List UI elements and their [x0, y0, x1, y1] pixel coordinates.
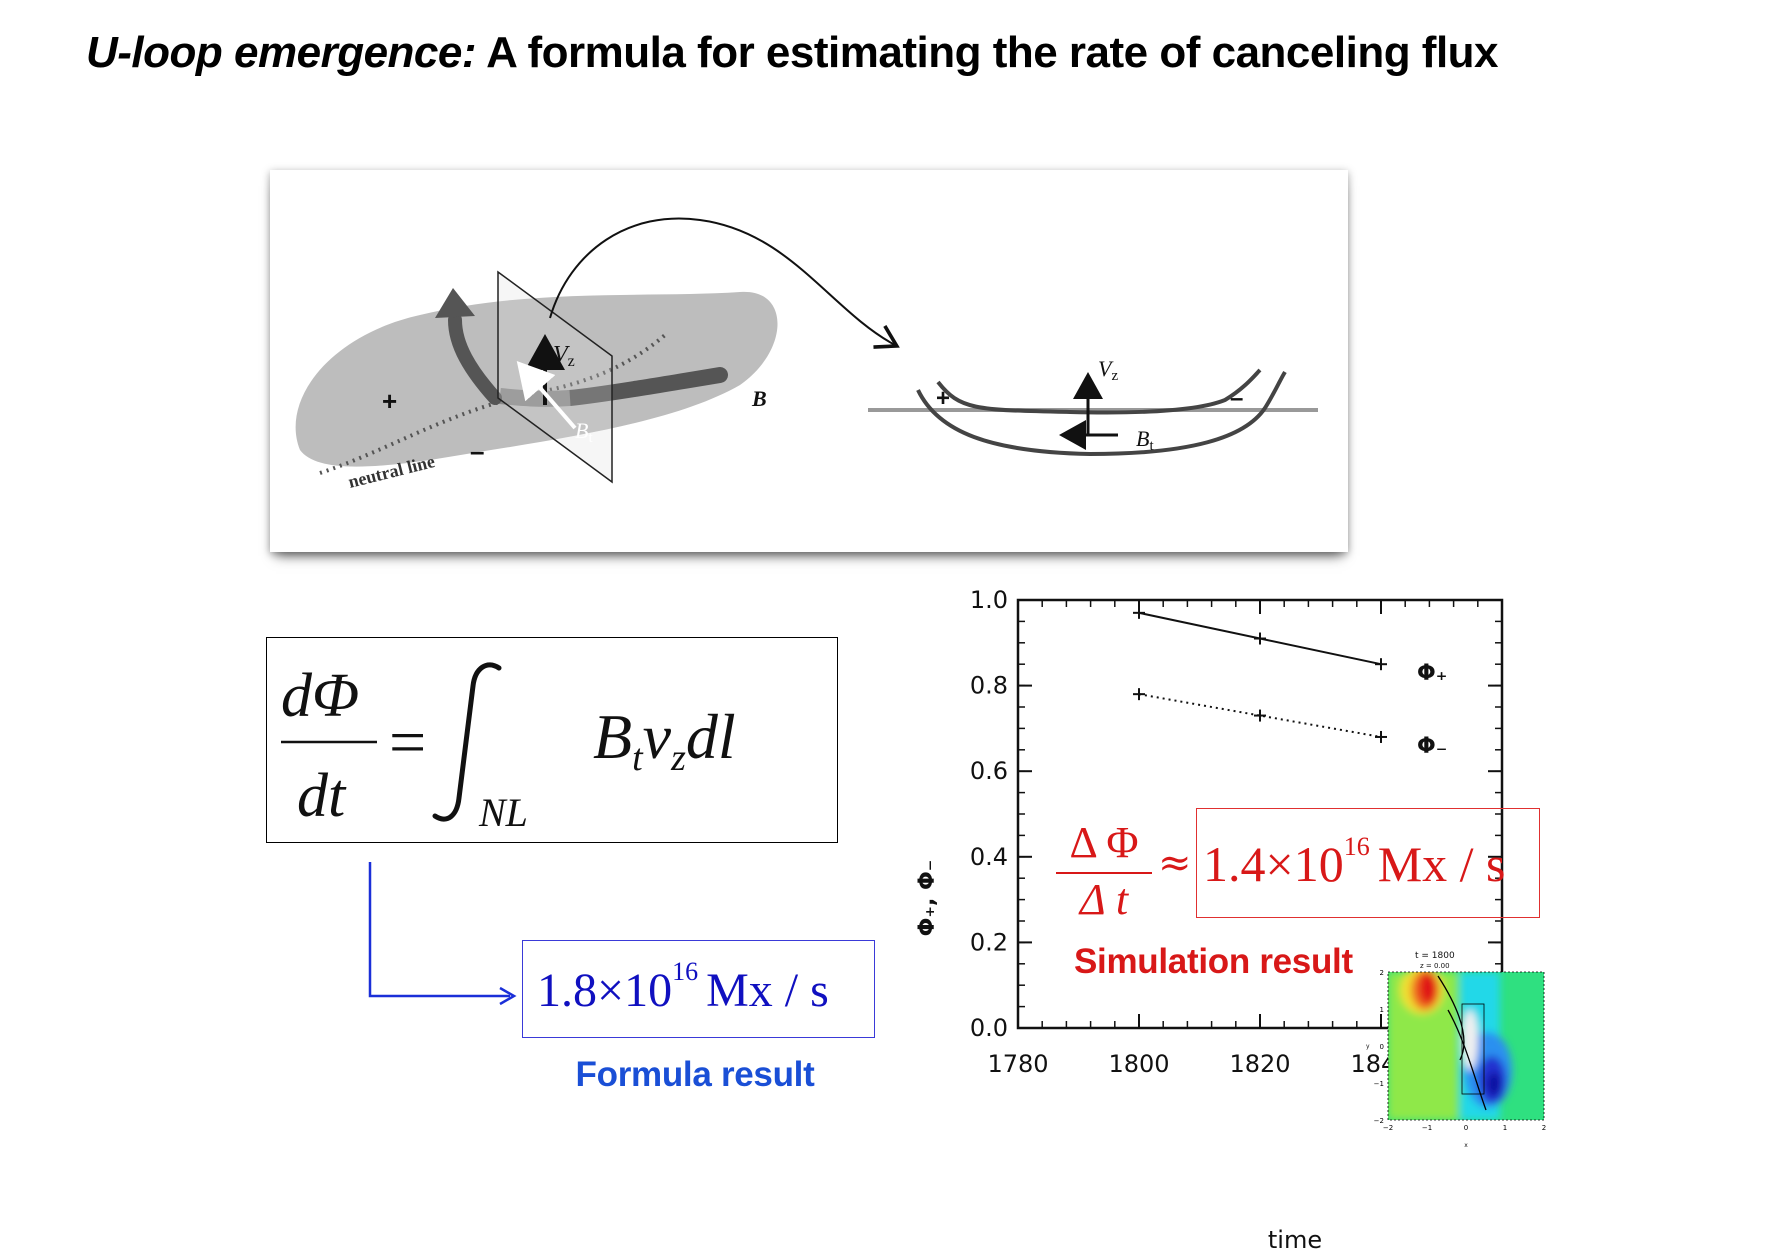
integral-sign [432, 662, 502, 822]
plus-label: + [382, 386, 397, 416]
minus-label: – [470, 436, 484, 466]
inset-ticks: −2 −1 0 1 2 2 1 0 −1 −2 [1374, 969, 1547, 1132]
sim-result-unit: Mx / s [1377, 836, 1506, 892]
sim-fraction-numerator: Δ Φ [1056, 818, 1152, 874]
x-tick-label: 1780 [987, 1050, 1048, 1078]
u-loop-inner [936, 368, 1262, 415]
inset-y-tick: −2 [1374, 1117, 1384, 1125]
b-label: B [751, 386, 767, 411]
slide-title: U-loop emergence: A formula for estimati… [86, 28, 1499, 78]
sim-fraction-denominator: Δ t [1079, 875, 1129, 924]
rising-arrow-head [435, 288, 475, 318]
inset-x-tick: 0 [1464, 1124, 1468, 1132]
right-bt-label: Bt [1136, 426, 1154, 454]
formula-equals: = [389, 706, 426, 779]
series-point [1133, 688, 1145, 701]
inset-y-tick: 1 [1380, 1006, 1384, 1014]
series-point [1375, 658, 1387, 671]
y-tick-label: 0.6 [970, 757, 1008, 785]
formula-result-label: Formula result [575, 1055, 815, 1094]
bt-arrow [516, 360, 577, 430]
right-plus-label: + [936, 385, 950, 412]
right-minus-label: – [1230, 385, 1243, 412]
formula-result-exponent: 16 [672, 957, 699, 986]
formula-box: dΦ dt = NL Btvzdl [266, 637, 838, 843]
field-line-b [562, 367, 728, 406]
inset-z-label: z = 0.00 [1420, 962, 1450, 970]
inset-x-tick: 2 [1542, 1124, 1546, 1132]
inset-x-tick: −2 [1383, 1124, 1393, 1132]
y-tick-label: 0.0 [970, 1014, 1008, 1042]
rising-loop-arrow [448, 313, 502, 405]
x-tick-label: 1800 [1108, 1050, 1169, 1078]
legend-entry: Φ₋ [1417, 734, 1447, 759]
y-tick-label: 1.0 [970, 586, 1008, 614]
sim-result-exponent: 16 [1343, 832, 1370, 861]
inset-field [1388, 972, 1544, 1120]
formula-integrand: Btvzdl [593, 701, 736, 779]
flux-chart: 178018001820184018600.00.20.40.60.81.0 t… [915, 586, 1533, 1254]
sim-fraction: Δ Φ Δ t [1056, 818, 1152, 926]
u-loop-outer [916, 370, 1287, 457]
series-point [1254, 709, 1266, 722]
approx-sign: ≈ [1158, 840, 1192, 886]
transition-arrow [549, 217, 900, 349]
u-loop-diagram-panel: + – neutral line Vz Bt B + – Vz Bt [270, 170, 1348, 552]
chart-ylabel: Φ₊, Φ₋ [915, 860, 940, 937]
y-tick-label: 0.2 [970, 928, 1008, 956]
title-italic: U-loop emergence: [86, 28, 477, 77]
title-rest: A formula for estimating the rate of can… [486, 28, 1499, 77]
formula-numerator: dΦ [281, 662, 359, 730]
legend-entry: Φ₊ [1417, 661, 1447, 686]
simulation-result-label: Simulation result [1074, 942, 1353, 981]
bt-label: Bt [575, 418, 593, 446]
inset-y-tick: 0 [1380, 1043, 1384, 1051]
chart-xlabel: time [1268, 1226, 1322, 1254]
formula-denominator: dt [297, 762, 347, 830]
series-point [1254, 632, 1266, 645]
inset-xlabel: x [1464, 1142, 1468, 1149]
vz-label: Vz [553, 342, 575, 370]
chart-legend: Φ₊ Φ₋ [1417, 661, 1447, 759]
formula: dΦ dt = NL Btvzdl [281, 662, 736, 835]
formula-result-mantissa: 1.8×10 [537, 964, 673, 1017]
inset-y-tick: 2 [1380, 969, 1384, 977]
inset-y-tick: −1 [1374, 1080, 1384, 1088]
chart-series [1133, 606, 1387, 743]
formula-result-unit: Mx / s [706, 964, 829, 1017]
formula-connector-arrow [368, 862, 517, 1006]
y-tick-label: 0.8 [970, 672, 1008, 700]
y-tick-label: 0.4 [970, 843, 1008, 871]
sim-result-mantissa: 1.4×10 [1203, 836, 1344, 892]
series-point [1375, 730, 1387, 743]
inset-x-tick: −1 [1422, 1124, 1432, 1132]
series-point [1133, 606, 1145, 619]
integral-subscript: NL [478, 790, 528, 835]
simulation-result-box: 1.4×1016 Mx / s [1196, 808, 1540, 918]
inset-ylabel: y [1366, 1043, 1370, 1050]
inset-time-label: t = 1800 [1415, 951, 1455, 961]
inset-x-tick: 1 [1503, 1124, 1507, 1132]
x-tick-label: 1820 [1229, 1050, 1290, 1078]
inset-contour-plot: t = 1800 z = 0.00 −2 −1 0 1 2 2 1 0 −1 −2 x y [1366, 951, 1547, 1149]
u-loop-diagram: + – neutral line Vz Bt B + – Vz Bt [295, 217, 1318, 492]
series-line-1 [1138, 693, 1382, 738]
formula-result-box: 1.8×1016 Mx / s [522, 940, 875, 1038]
right-vz-label: Vz [1098, 356, 1118, 384]
